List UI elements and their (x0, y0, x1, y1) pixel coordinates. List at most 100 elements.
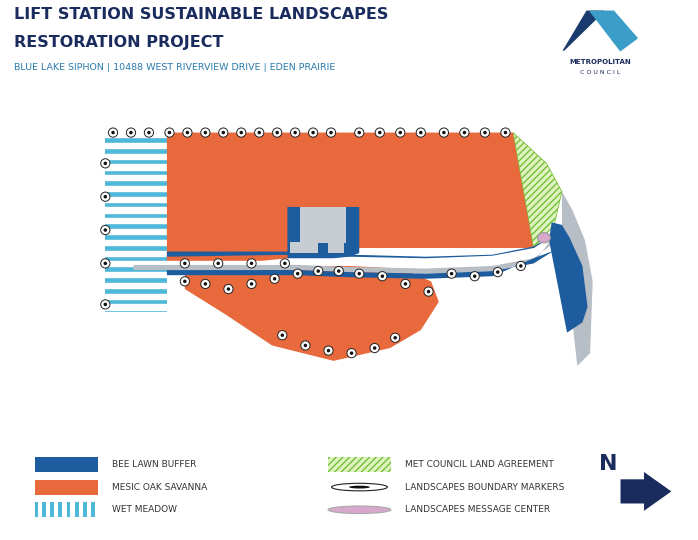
Circle shape (378, 131, 382, 134)
Circle shape (337, 269, 341, 273)
Bar (35, 480, 98, 495)
Bar (87, 502, 91, 517)
Circle shape (450, 272, 454, 275)
Circle shape (276, 131, 279, 134)
Text: LANDSCAPES BOUNDARY MARKERS: LANDSCAPES BOUNDARY MARKERS (405, 483, 564, 491)
Circle shape (293, 131, 297, 134)
Circle shape (290, 128, 299, 137)
Circle shape (272, 128, 282, 137)
Circle shape (165, 128, 174, 137)
Circle shape (103, 303, 107, 306)
Circle shape (273, 277, 276, 280)
Circle shape (470, 272, 480, 281)
Circle shape (101, 259, 110, 268)
Circle shape (493, 267, 503, 276)
Circle shape (204, 131, 207, 134)
Text: MESIC OAK SAVANNA: MESIC OAK SAVANNA (112, 483, 207, 491)
Circle shape (183, 128, 192, 137)
Circle shape (101, 300, 110, 309)
Circle shape (350, 352, 353, 355)
Circle shape (258, 131, 261, 134)
Circle shape (247, 279, 256, 288)
Circle shape (224, 285, 233, 294)
Bar (70, 502, 75, 517)
Polygon shape (591, 11, 637, 51)
Circle shape (439, 128, 449, 137)
Circle shape (373, 346, 376, 350)
Circle shape (221, 131, 225, 134)
Circle shape (501, 128, 510, 137)
Polygon shape (288, 207, 359, 258)
Circle shape (396, 128, 405, 137)
Circle shape (399, 131, 402, 134)
Circle shape (463, 131, 466, 134)
Bar (63, 502, 66, 517)
Circle shape (180, 276, 189, 286)
Polygon shape (105, 132, 167, 312)
Circle shape (394, 336, 397, 340)
Text: BEE LAWN BUFFER: BEE LAWN BUFFER (112, 460, 196, 469)
Bar (300, 207, 346, 243)
Circle shape (313, 266, 323, 276)
Circle shape (329, 131, 333, 134)
Circle shape (327, 349, 330, 352)
Circle shape (201, 128, 210, 137)
Circle shape (519, 264, 523, 268)
Circle shape (517, 261, 526, 271)
Bar (79, 502, 82, 517)
Circle shape (419, 131, 422, 134)
Circle shape (126, 128, 135, 137)
Bar (328, 457, 391, 472)
Circle shape (316, 269, 320, 273)
Polygon shape (549, 222, 588, 333)
Circle shape (204, 282, 207, 286)
Circle shape (108, 128, 118, 137)
Circle shape (424, 287, 433, 296)
Bar (38, 502, 43, 517)
Circle shape (416, 128, 426, 137)
Circle shape (255, 128, 264, 137)
Circle shape (278, 330, 287, 340)
Circle shape (496, 271, 500, 274)
Circle shape (378, 272, 387, 281)
Circle shape (103, 262, 107, 265)
Circle shape (304, 344, 307, 347)
Circle shape (227, 287, 230, 291)
Circle shape (101, 159, 110, 168)
Circle shape (186, 131, 189, 134)
Circle shape (103, 161, 107, 165)
Circle shape (101, 192, 110, 201)
Circle shape (301, 341, 310, 350)
Bar (46, 502, 50, 517)
Bar (329, 243, 344, 253)
Circle shape (168, 131, 171, 134)
Circle shape (355, 128, 364, 137)
Polygon shape (185, 266, 439, 361)
Circle shape (281, 259, 290, 268)
Circle shape (101, 225, 110, 235)
Circle shape (111, 131, 114, 134)
Text: METROPOLITAN: METROPOLITAN (570, 59, 631, 65)
Circle shape (237, 128, 246, 137)
Circle shape (283, 262, 287, 265)
Circle shape (180, 259, 189, 268)
Bar (35, 457, 98, 472)
Circle shape (504, 131, 507, 134)
Circle shape (103, 228, 107, 232)
Circle shape (480, 128, 489, 137)
Circle shape (357, 131, 361, 134)
Circle shape (442, 131, 445, 134)
Bar (95, 502, 98, 517)
Bar (35, 502, 98, 517)
Polygon shape (513, 132, 562, 248)
Circle shape (375, 128, 385, 137)
Bar (54, 502, 59, 517)
Text: BLUE LAKE SIPHON | 10488 WEST RIVERVIEW DRIVE | EDEN PRAIRIE: BLUE LAKE SIPHON | 10488 WEST RIVERVIEW … (14, 63, 335, 72)
Bar (328, 457, 391, 472)
Circle shape (311, 131, 315, 134)
Circle shape (129, 131, 133, 134)
Circle shape (214, 259, 223, 268)
Circle shape (334, 266, 343, 276)
Circle shape (201, 279, 210, 288)
Circle shape (250, 282, 253, 286)
